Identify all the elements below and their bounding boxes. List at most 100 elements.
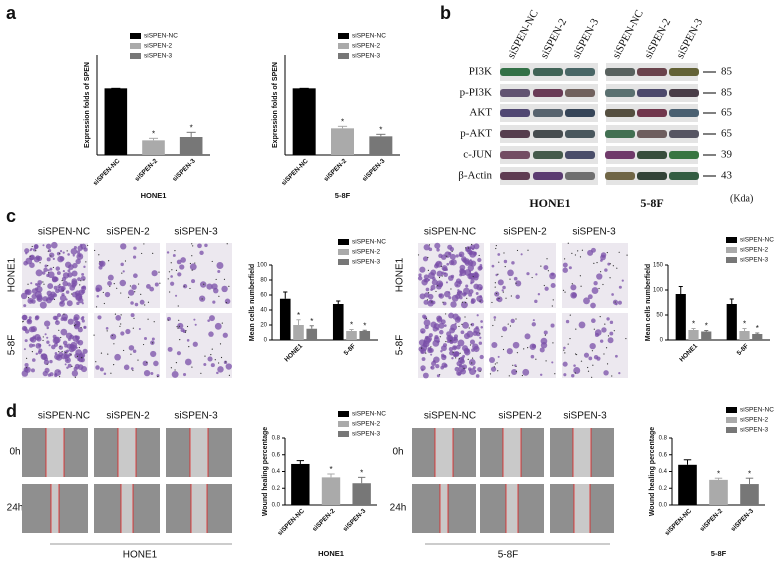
cell (438, 253, 443, 258)
bar (678, 464, 697, 505)
significance: * (190, 123, 193, 132)
cell (29, 337, 34, 342)
cell (47, 283, 54, 290)
pore (120, 292, 122, 294)
x-tick-label: siSPEN-NC (280, 157, 310, 187)
significance: * (379, 125, 382, 134)
cell (56, 354, 63, 361)
cell (170, 275, 173, 278)
cell (458, 363, 463, 368)
cell (52, 315, 58, 321)
bar (291, 463, 310, 505)
cell (214, 322, 222, 330)
cell (430, 284, 436, 291)
pore (61, 279, 63, 282)
pore (58, 376, 61, 378)
cell (477, 367, 482, 372)
cell (75, 258, 81, 265)
pore (596, 261, 598, 264)
y-tick-label: 60 (260, 293, 267, 299)
cell (604, 268, 608, 272)
bar (359, 331, 371, 340)
cell (609, 331, 614, 336)
column-label: siSPEN-NC (38, 411, 90, 422)
cell (31, 293, 37, 300)
cell (464, 260, 471, 266)
row-label: 0h (9, 447, 20, 458)
blot-band (533, 151, 563, 159)
pore (191, 366, 193, 368)
cell (436, 317, 443, 323)
cell (62, 340, 68, 346)
pore (493, 366, 495, 368)
cell (524, 333, 531, 340)
cell (453, 346, 457, 350)
legend-label: siSPEN-2 (740, 417, 769, 424)
cell (56, 251, 61, 256)
cell (225, 363, 232, 370)
cell (54, 373, 58, 378)
cell (151, 270, 158, 277)
pore (27, 297, 30, 299)
cell (60, 328, 68, 336)
pore (591, 350, 594, 352)
pore (494, 363, 496, 365)
cell (189, 263, 197, 271)
pore (515, 365, 517, 368)
pore (31, 245, 33, 248)
cell (418, 273, 422, 277)
y-axis-label: Wound healing percentage (262, 427, 269, 516)
pore (461, 301, 463, 303)
legend-swatch (726, 427, 737, 433)
lane-label: siSPEN-3 (674, 16, 705, 60)
pore (225, 361, 227, 363)
pore (545, 360, 547, 362)
pore (562, 289, 565, 291)
cell (453, 336, 458, 341)
cell (497, 253, 501, 256)
pore (31, 351, 33, 353)
cell (50, 291, 56, 298)
cell (430, 366, 433, 369)
pore (107, 353, 109, 355)
cell (64, 261, 72, 268)
bar (279, 298, 291, 340)
cell (475, 374, 480, 378)
cell (491, 264, 495, 268)
cell (479, 299, 484, 304)
cell (75, 349, 82, 356)
kda-label: 43 (721, 170, 733, 182)
bar (740, 484, 759, 505)
legend-label: siSPEN-NC (740, 237, 774, 244)
cell (73, 246, 77, 250)
cell (480, 320, 483, 323)
pore (42, 339, 44, 342)
blot-band (565, 89, 595, 97)
pore (25, 367, 28, 369)
cell (80, 275, 86, 281)
cell (96, 295, 100, 298)
pore (58, 351, 60, 353)
cell (445, 281, 448, 284)
pore (471, 357, 474, 359)
cell (22, 314, 28, 321)
pore (153, 321, 155, 323)
cell (571, 374, 575, 378)
pore (146, 361, 148, 364)
pore (439, 374, 441, 376)
cell (120, 331, 125, 336)
pore (62, 290, 64, 292)
x-tick-label: HONE1 (283, 342, 304, 363)
cell (67, 253, 70, 256)
cell (107, 281, 112, 286)
cell (468, 272, 476, 280)
cell (587, 294, 593, 300)
cell (435, 363, 440, 369)
cell (43, 267, 48, 273)
cell (132, 349, 137, 353)
cell (462, 364, 468, 370)
blot-band (500, 89, 530, 97)
cell (65, 290, 70, 294)
cell (55, 266, 61, 271)
